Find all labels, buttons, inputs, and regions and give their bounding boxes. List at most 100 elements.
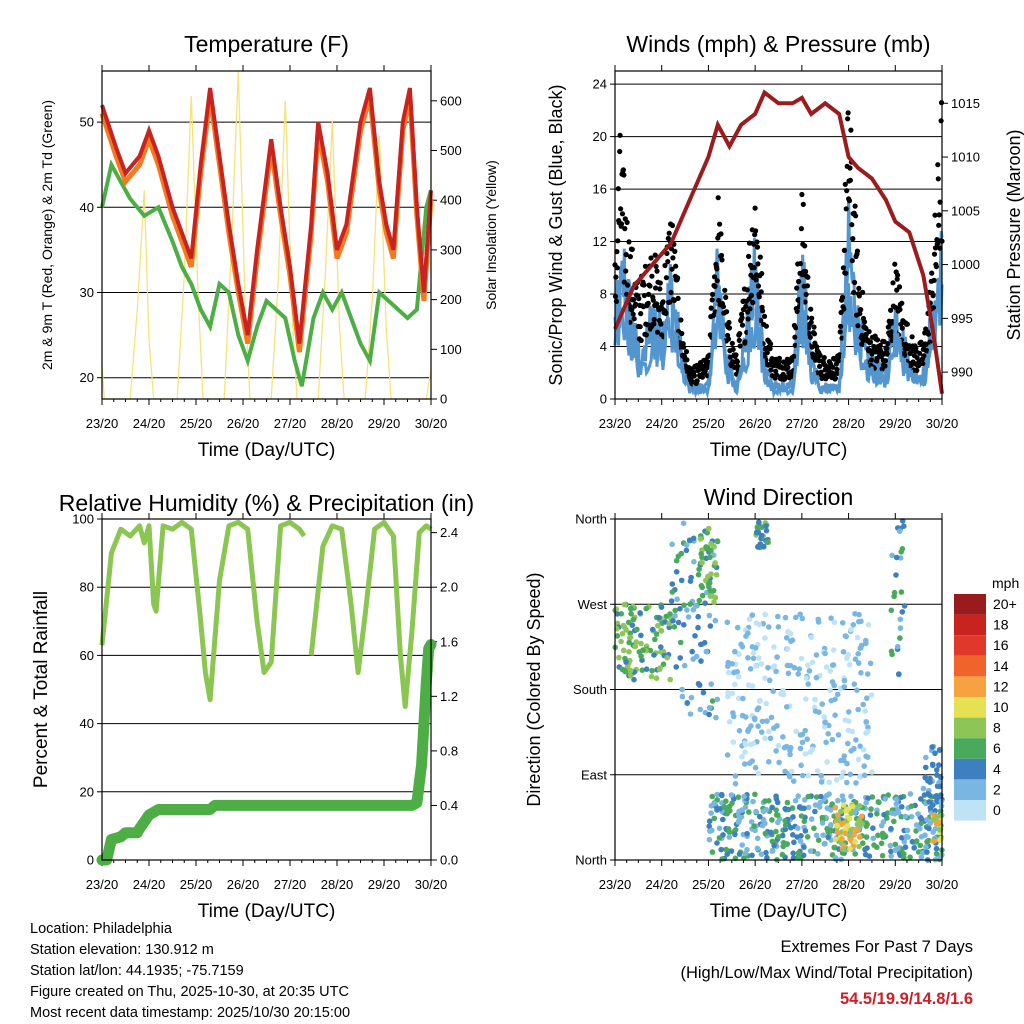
direction-point [860,840,866,846]
direction-point [723,798,729,804]
gust-point [657,286,663,292]
direction-point [683,547,690,554]
direction-point [842,830,848,837]
direction-point [760,808,767,815]
direction-point [651,652,657,658]
direction-point [901,523,907,529]
direction-point [633,639,640,645]
direction-point [796,804,803,811]
direction-point [724,851,730,857]
direction-point [898,794,904,801]
gust-point [653,263,659,269]
gust-point [719,257,725,263]
legend-swatch [954,655,986,677]
direction-point [815,837,822,843]
wind-speed-line [613,197,944,398]
direction-point [754,835,761,842]
station-info: Location: Philadelphia Station elevation… [30,919,350,1024]
direction-point [834,812,841,818]
gust-point [710,291,716,297]
direction-point [924,817,930,823]
direction-point [708,681,714,687]
gust-point [799,191,805,198]
gust-point [792,334,798,340]
gust-point [726,319,732,326]
x-tick-label: 23/20 [86,877,119,892]
gust-point [843,206,849,212]
direction-point [643,605,649,612]
gust-point [757,254,763,260]
x-tick-label: 25/20 [692,416,725,431]
direction-point [805,804,812,811]
direction-point [643,666,650,672]
direction-point [782,614,789,621]
gust-point [895,272,901,278]
gust-point [643,332,649,338]
direction-point [829,736,836,743]
direction-point [922,832,928,838]
direction-point [746,809,752,815]
direction-point [893,554,900,561]
gust-point [623,252,629,258]
direction-point [936,783,943,790]
direction-point [842,717,849,723]
gust-point [803,291,809,298]
gust-point [814,344,820,350]
gust-point [929,270,935,276]
direction-point [801,844,807,850]
direction-point [673,569,680,575]
gust-point [896,284,903,290]
gust-point [856,293,862,299]
direction-point [709,698,716,704]
gust-point [754,244,761,250]
direction-point [675,619,682,626]
direction-point [724,619,731,626]
direction-point [863,799,869,806]
gust-point [856,285,862,291]
gust-point [931,277,937,283]
direction-point [904,827,911,834]
y-right-tick-label: 0.4 [440,798,458,813]
direction-point [867,660,874,667]
direction-point [692,633,698,639]
direction-point [786,773,793,780]
direction-point [658,644,664,650]
direction-point [840,797,847,804]
direction-point [637,610,643,616]
direction-point [797,745,804,752]
gust-point [808,319,814,325]
direction-point [933,850,940,857]
y-tick-label: South [573,682,607,697]
direction-point [735,673,742,680]
gust-point [874,337,881,343]
gust-point [708,305,714,311]
direction-point [863,637,869,644]
direction-point [663,613,669,620]
direction-point [734,624,741,631]
direction-point [864,671,871,677]
direction-point [628,611,634,617]
direction-point [784,662,791,669]
direction-point [789,637,796,643]
direction-point [746,616,753,622]
direction-point [879,852,886,859]
direction-point [901,851,907,857]
chart-title: Wind Direction [704,484,854,510]
direction-point [797,611,803,618]
gust-point [660,299,666,305]
direction-point [819,701,825,707]
gust-point [935,162,941,168]
chart-panel-2: Winds (mph) & Pressure (mb) Time (Day/UTC… [546,31,1024,461]
direction-point [699,559,705,566]
direction-point [923,844,929,850]
y-tick-label: 8 [600,287,607,302]
direction-point [832,836,839,843]
gust-point [743,303,749,309]
y-right-tick-label: 1010 [951,150,980,165]
gust-point [756,294,762,300]
direction-point [856,834,863,840]
direction-point [785,628,791,635]
direction-point [847,771,854,778]
direction-point [762,820,768,827]
gust-point [746,240,753,246]
